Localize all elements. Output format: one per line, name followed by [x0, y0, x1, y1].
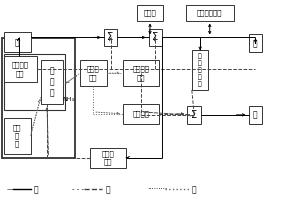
Text: 电池储能系统: 电池储能系统	[197, 9, 223, 16]
Text: 热电联产
机组: 热电联产 机组	[133, 66, 149, 81]
Bar	[80, 60, 107, 86]
Text: Σ: Σ	[152, 32, 158, 42]
Bar	[4, 32, 31, 52]
Text: Σ: Σ	[107, 32, 113, 42]
Text: 第
一
电
锅
炉: 第 一 电 锅 炉	[198, 53, 202, 87]
Bar	[186, 5, 234, 21]
Text: NH₃: NH₃	[62, 97, 74, 102]
Text: 配电网: 配电网	[144, 9, 156, 16]
Text: 热: 热	[253, 110, 258, 119]
Text: 电
解
槽: 电 解 槽	[50, 67, 55, 98]
Bar	[104, 28, 117, 46]
Bar	[90, 148, 126, 168]
Text: 电: 电	[253, 39, 258, 48]
Bar	[4, 54, 65, 110]
Bar	[2, 38, 75, 158]
Text: 气: 气	[192, 185, 197, 194]
Bar	[192, 50, 208, 90]
Text: 机: 机	[15, 38, 20, 47]
Bar	[136, 5, 164, 21]
Text: 新能
源
气: 新能 源 气	[13, 124, 21, 147]
Text: 电: 电	[34, 185, 38, 194]
Bar	[41, 60, 63, 104]
Text: 光能热电
系统: 光能热电 系统	[12, 62, 28, 77]
Text: - - -: - - -	[72, 186, 84, 192]
Text: 燃气锅炉: 燃气锅炉	[133, 111, 149, 117]
Text: 第二电
锅炉: 第二电 锅炉	[102, 150, 115, 165]
Text: 氢气储
存罐: 氢气储 存罐	[87, 66, 100, 81]
Bar	[187, 106, 201, 124]
Bar	[4, 118, 31, 154]
Text: 热: 热	[105, 185, 110, 194]
Bar	[248, 34, 262, 52]
Bar	[248, 106, 262, 124]
Bar	[123, 104, 159, 124]
Bar	[123, 60, 159, 86]
Text: ·········: ·········	[147, 186, 167, 192]
Text: ——: ——	[7, 186, 21, 192]
Text: Σ: Σ	[191, 110, 197, 120]
Bar	[148, 28, 162, 46]
Bar	[4, 56, 37, 82]
